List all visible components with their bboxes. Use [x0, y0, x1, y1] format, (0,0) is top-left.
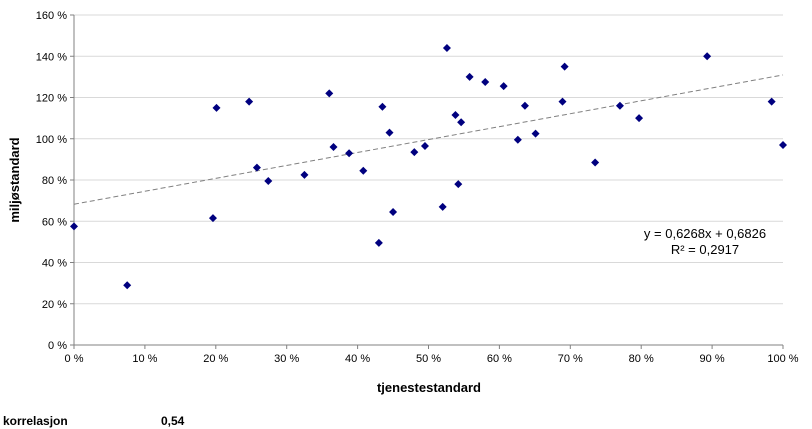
data-point: [703, 52, 712, 61]
y-tick-label: 140 %: [36, 51, 67, 63]
data-point: [329, 143, 338, 151]
data-point: [558, 97, 567, 106]
data-point: [481, 78, 490, 87]
data-point: [513, 135, 522, 144]
x-axis-title: tjenestestandard: [377, 380, 481, 395]
scatter-chart: 0 %20 %40 %60 %80 %100 %120 %140 %160 % …: [7, 10, 799, 395]
data-point: [212, 103, 221, 112]
x-tick-label: 60 %: [487, 353, 512, 365]
data-point: [531, 129, 540, 138]
x-tick-label: 10 %: [132, 353, 157, 365]
axes: [70, 14, 784, 349]
correlation-value: 0,54: [161, 414, 185, 428]
x-tick-label: 30 %: [274, 353, 299, 365]
x-tick-label: 90 %: [700, 353, 725, 365]
data-point: [465, 72, 474, 81]
data-point: [520, 101, 529, 110]
data-point: [378, 102, 387, 111]
r-squared-label: R² = 0,2917: [671, 242, 739, 257]
data-point: [300, 170, 309, 179]
data-point: [635, 114, 644, 123]
y-axis-title: miljøstandard: [7, 137, 22, 222]
x-tick-labels: 0 % 10 % 20 % 30 % 40 % 50 % 60 % 70 % 80 % 90 % 1…: [65, 353, 799, 365]
y-tick-label: 40 %: [42, 258, 67, 270]
x-tick-label: 80 %: [629, 353, 654, 365]
data-point: [264, 177, 273, 186]
data-point: [389, 207, 398, 216]
data-point: [374, 238, 383, 247]
y-tick-label: 0 %: [48, 340, 67, 352]
data-point: [359, 166, 368, 175]
data-points: [70, 44, 787, 290]
data-point: [252, 163, 261, 172]
trendline: [73, 74, 784, 205]
y-tick-label: 80 %: [42, 175, 67, 187]
data-point: [499, 82, 508, 91]
data-point: [457, 118, 466, 127]
y-tick-labels: 0 % 20 % 40 % 60 % 80 % 100 % 120 % 140 % 160 %: [36, 10, 67, 352]
trendline-equation: y = 0,6268x + 0,6826: [644, 226, 766, 241]
data-point: [420, 141, 429, 150]
data-point: [591, 158, 600, 167]
x-tick-label: 40 %: [345, 353, 370, 365]
data-point: [438, 202, 447, 211]
y-tick-label: 100 %: [36, 134, 67, 146]
y-tick-label: 20 %: [42, 299, 67, 311]
y-tick-label: 60 %: [42, 216, 67, 228]
x-tick-label: 50 %: [416, 353, 441, 365]
gridlines: [74, 14, 783, 305]
y-tick-label: 120 %: [36, 93, 67, 105]
data-point: [385, 128, 394, 137]
correlation-label: korrelasjon: [3, 414, 68, 428]
x-tick-label: 70 %: [558, 353, 583, 365]
data-point: [615, 101, 624, 110]
data-point: [345, 149, 354, 158]
x-tick-label: 100 %: [767, 353, 798, 365]
data-point: [454, 180, 463, 189]
data-point: [245, 97, 254, 106]
data-point: [560, 62, 569, 71]
data-point: [70, 222, 78, 231]
x-tick-label: 20 %: [203, 353, 228, 365]
data-point: [208, 214, 217, 223]
y-tick-label: 160 %: [36, 10, 67, 22]
data-point: [767, 97, 776, 106]
data-point: [123, 281, 132, 290]
x-tick-label: 0 %: [65, 353, 84, 365]
data-point: [779, 140, 787, 149]
data-point: [451, 111, 460, 120]
data-point: [442, 44, 451, 52]
data-point: [325, 89, 334, 98]
data-point: [410, 148, 419, 157]
